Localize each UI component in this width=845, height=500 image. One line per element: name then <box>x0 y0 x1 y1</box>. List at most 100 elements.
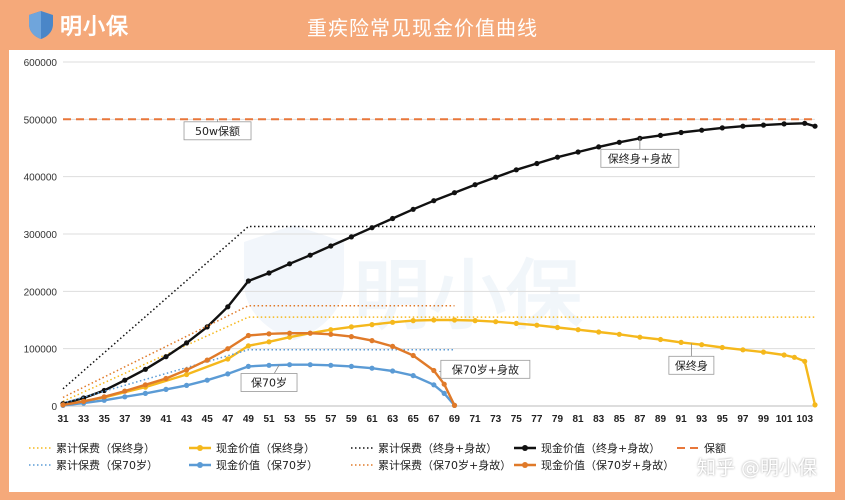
x-tick-label: 59 <box>346 414 358 425</box>
data-point-cv_70_death <box>441 381 447 387</box>
annotation-label: 50w保额 <box>195 124 240 138</box>
page-title: 重疾险常见现金价值曲线 <box>307 16 538 40</box>
data-point-cv_70_death <box>163 375 169 382</box>
legend-item-cum_life: 累计保费（保终身） <box>29 441 155 455</box>
data-point-cv_life_death <box>225 304 231 310</box>
x-tick-label: 93 <box>696 414 708 425</box>
x-tick-label: 53 <box>284 414 296 425</box>
data-point-cv_life <box>575 327 581 333</box>
x-tick-label: 75 <box>511 414 523 425</box>
x-tick-label: 49 <box>243 414 255 425</box>
legend-label: 累计保费（终身+身故） <box>378 441 497 455</box>
x-tick-label: 37 <box>119 414 131 425</box>
data-point-cv_life_death <box>554 154 561 160</box>
data-point-cv_70_death <box>287 330 293 336</box>
data-point-cv_life_death <box>534 160 540 167</box>
series-line-cum_70_death <box>62 304 455 399</box>
data-point-cv_70_death <box>204 357 210 363</box>
data-point-cv_70 <box>184 382 190 388</box>
data-point-cv_life <box>493 319 499 325</box>
data-point-cv_life <box>225 356 231 362</box>
data-point-cv_life <box>554 324 561 331</box>
data-point-cv_70_death <box>348 334 354 340</box>
annotation-label: 保70岁+身故 <box>452 362 519 376</box>
annotation-box <box>240 373 298 392</box>
x-tick-label: 95 <box>717 414 729 425</box>
data-point-cv_70_death <box>328 331 334 337</box>
data-point-cv_70 <box>348 363 354 369</box>
data-point-cv_life_death <box>287 261 293 267</box>
x-tick-label: 61 <box>366 414 378 425</box>
data-point-cv_life <box>245 343 251 349</box>
x-tick-label: 63 <box>387 414 399 425</box>
data-point-cv_70 <box>441 390 447 396</box>
y-tick-label: 400000 <box>24 173 58 184</box>
data-point-cv_70_death <box>410 352 416 359</box>
legend-item-cv_life_death: 现金价值（终身+身故） <box>514 441 660 455</box>
x-tick-label: 65 <box>408 414 420 425</box>
x-tick-label: 45 <box>202 414 214 425</box>
series-line-cv_life_death <box>62 122 816 405</box>
x-tick-label: 51 <box>263 414 275 425</box>
x-tick-label: 39 <box>140 414 152 425</box>
data-point-cv_70 <box>245 363 251 369</box>
data-point-cv_life_death <box>802 120 808 126</box>
annotation-box <box>440 359 531 379</box>
data-point-cv_70 <box>225 371 231 377</box>
x-tick-label: 97 <box>737 414 749 425</box>
x-tick-label: 101 <box>776 414 793 425</box>
data-point-cv_life_death <box>348 234 354 240</box>
legend-label: 现金价值（保70岁） <box>216 458 318 472</box>
data-point-cv_life_death <box>740 123 746 129</box>
data-point-cv_70 <box>122 394 128 400</box>
legend-label: 累计保费（保70岁+身故） <box>378 458 511 472</box>
legend-marker <box>197 462 203 468</box>
logo: 明小保 <box>28 9 129 41</box>
data-point-cv_life_death <box>307 252 313 258</box>
x-tick-label: 71 <box>469 414 481 425</box>
data-point-cv_life <box>534 322 540 328</box>
data-point-cv_life_death <box>616 139 622 145</box>
annotation-box <box>183 121 252 141</box>
x-tick-label: 57 <box>325 414 337 425</box>
x-tick-label: 81 <box>573 414 585 425</box>
data-point-cv_70 <box>431 382 437 388</box>
legend-label: 累计保费（保70岁） <box>56 458 158 472</box>
data-point-cv_70 <box>204 377 210 383</box>
y-tick-label: 200000 <box>24 287 58 298</box>
data-point-cv_life_death <box>122 377 128 383</box>
watermark-shield-icon <box>244 225 344 340</box>
data-point-cv_life <box>812 402 818 408</box>
legend-item-sum_assured: 保额 <box>677 441 726 455</box>
data-point-cv_70_death <box>390 343 396 349</box>
legend-label: 累计保费（保终身） <box>56 441 155 455</box>
x-tick-label: 79 <box>552 414 564 425</box>
data-point-cv_life_death <box>493 174 499 180</box>
x-tick-label: 35 <box>99 414 111 425</box>
x-tick-label: 89 <box>655 414 667 425</box>
y-tick-label: 100000 <box>24 345 58 356</box>
legend-label: 保额 <box>704 441 726 455</box>
data-point-cv_life_death <box>596 144 602 150</box>
x-tick-label: 31 <box>57 414 69 425</box>
data-point-cv_70_death <box>225 346 231 352</box>
series-line-cum_70 <box>62 349 455 404</box>
data-point-cv_life <box>760 349 767 355</box>
data-point-cv_70_death <box>101 394 107 400</box>
data-point-cv_life_death <box>369 225 375 231</box>
chart-panel: 明小保 0 100000 200000 300000 400000 500000 60000… <box>9 50 835 492</box>
data-point-cv_life <box>699 342 705 348</box>
data-point-cv_70_death <box>60 402 66 408</box>
data-point-cv_life <box>740 347 746 353</box>
x-tick-label: 41 <box>160 414 172 425</box>
x-tick-label: 47 <box>222 414 234 425</box>
data-point-cv_70 <box>328 362 334 368</box>
legend-item-cv_life: 现金价值（保终身） <box>189 441 315 455</box>
data-point-cv_life <box>472 318 478 324</box>
data-point-cv_life_death <box>431 198 437 204</box>
legend-marker <box>522 462 528 468</box>
data-point-cv_life_death <box>142 366 148 372</box>
data-point-cv_life_death <box>184 340 190 346</box>
logo-text: 明小保 <box>60 15 130 40</box>
y-tick-label: 500000 <box>24 115 58 126</box>
